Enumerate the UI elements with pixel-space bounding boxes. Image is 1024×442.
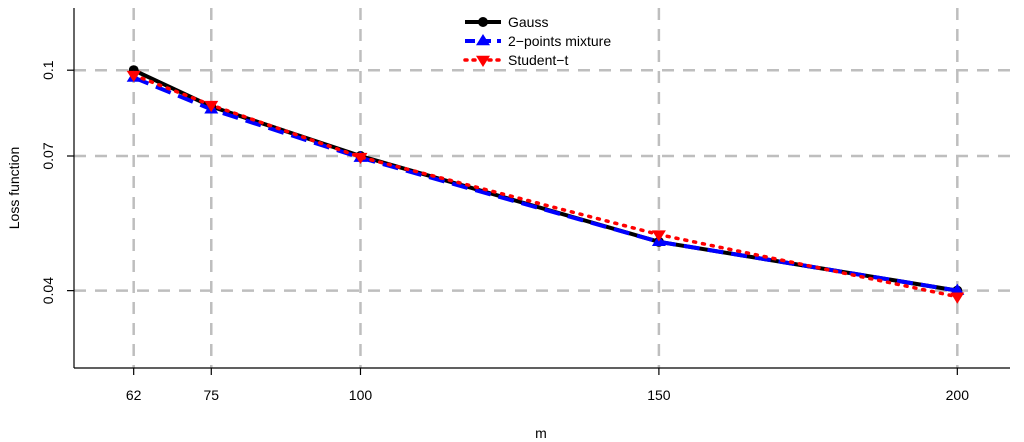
series-line-gauss [132,68,958,293]
data-point-student-t [353,152,368,165]
data-point-student-t [204,100,219,113]
legend-marker-student-t [476,55,490,67]
data-point-student-t [950,292,965,304]
data-point-student-t [651,230,666,242]
x-tick-label: 150 [647,387,671,403]
y-axis-title: Loss function [6,147,22,230]
x-tick-label: 75 [203,387,219,403]
x-tick-label: 100 [349,387,373,403]
legend-marker-2-points-mixture [476,34,490,46]
legend-label-gauss: Gauss [508,14,548,30]
y-tick-label: 0.1 [40,60,56,80]
legend: Gauss 2−points mixture Student−t [463,14,611,68]
x-axis-title: m [535,425,547,441]
series-line-student-t [131,73,960,299]
legend-label-student-t: Student−t [508,52,568,68]
series-lines [126,65,965,304]
x-tick-label: 200 [946,387,970,403]
data-point-2-points-mixture [950,283,965,295]
y-tick-label: 0.04 [40,277,56,304]
series-line-2-points-mixture [132,75,958,293]
x-tick-label: 62 [126,387,142,403]
legend-label-2-points-mixture: 2−points mixture [508,33,611,49]
y-tick-label: 0.07 [40,142,56,169]
axes: 62 75 100 150 200 0.04 0.07 0.1 [40,8,1010,403]
legend-marker-gauss [478,17,488,27]
data-point-student-t [126,70,141,83]
grid-lines [74,8,1017,368]
